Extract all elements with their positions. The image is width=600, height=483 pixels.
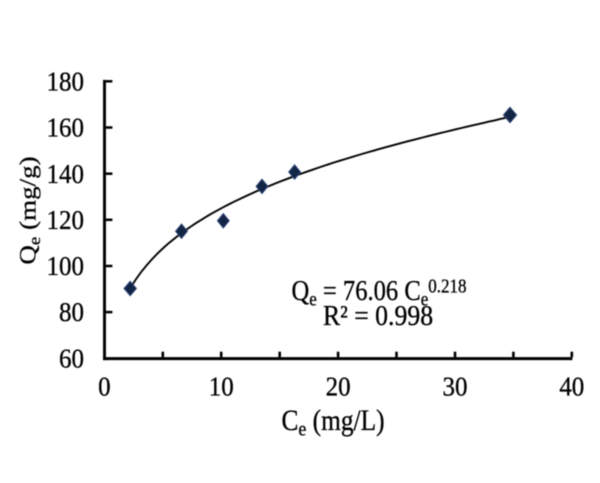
svg-text:Qe (mg/g): Qe (mg/g) [15,156,43,264]
svg-text:80: 80 [59,297,84,327]
svg-text:10: 10 [209,372,234,402]
svg-text:30: 30 [443,372,468,402]
svg-text:60: 60 [59,343,84,373]
svg-text:20: 20 [326,372,351,402]
svg-text:120: 120 [47,205,84,235]
svg-text:R² = 0.998: R² = 0.998 [323,300,433,332]
svg-text:100: 100 [47,251,84,281]
svg-text:Ce (mg/L): Ce (mg/L) [281,404,384,440]
svg-text:160: 160 [47,113,84,143]
svg-text:180: 180 [47,66,84,96]
svg-text:40: 40 [559,372,584,402]
svg-text:140: 140 [47,159,84,189]
svg-text:0: 0 [98,372,111,402]
